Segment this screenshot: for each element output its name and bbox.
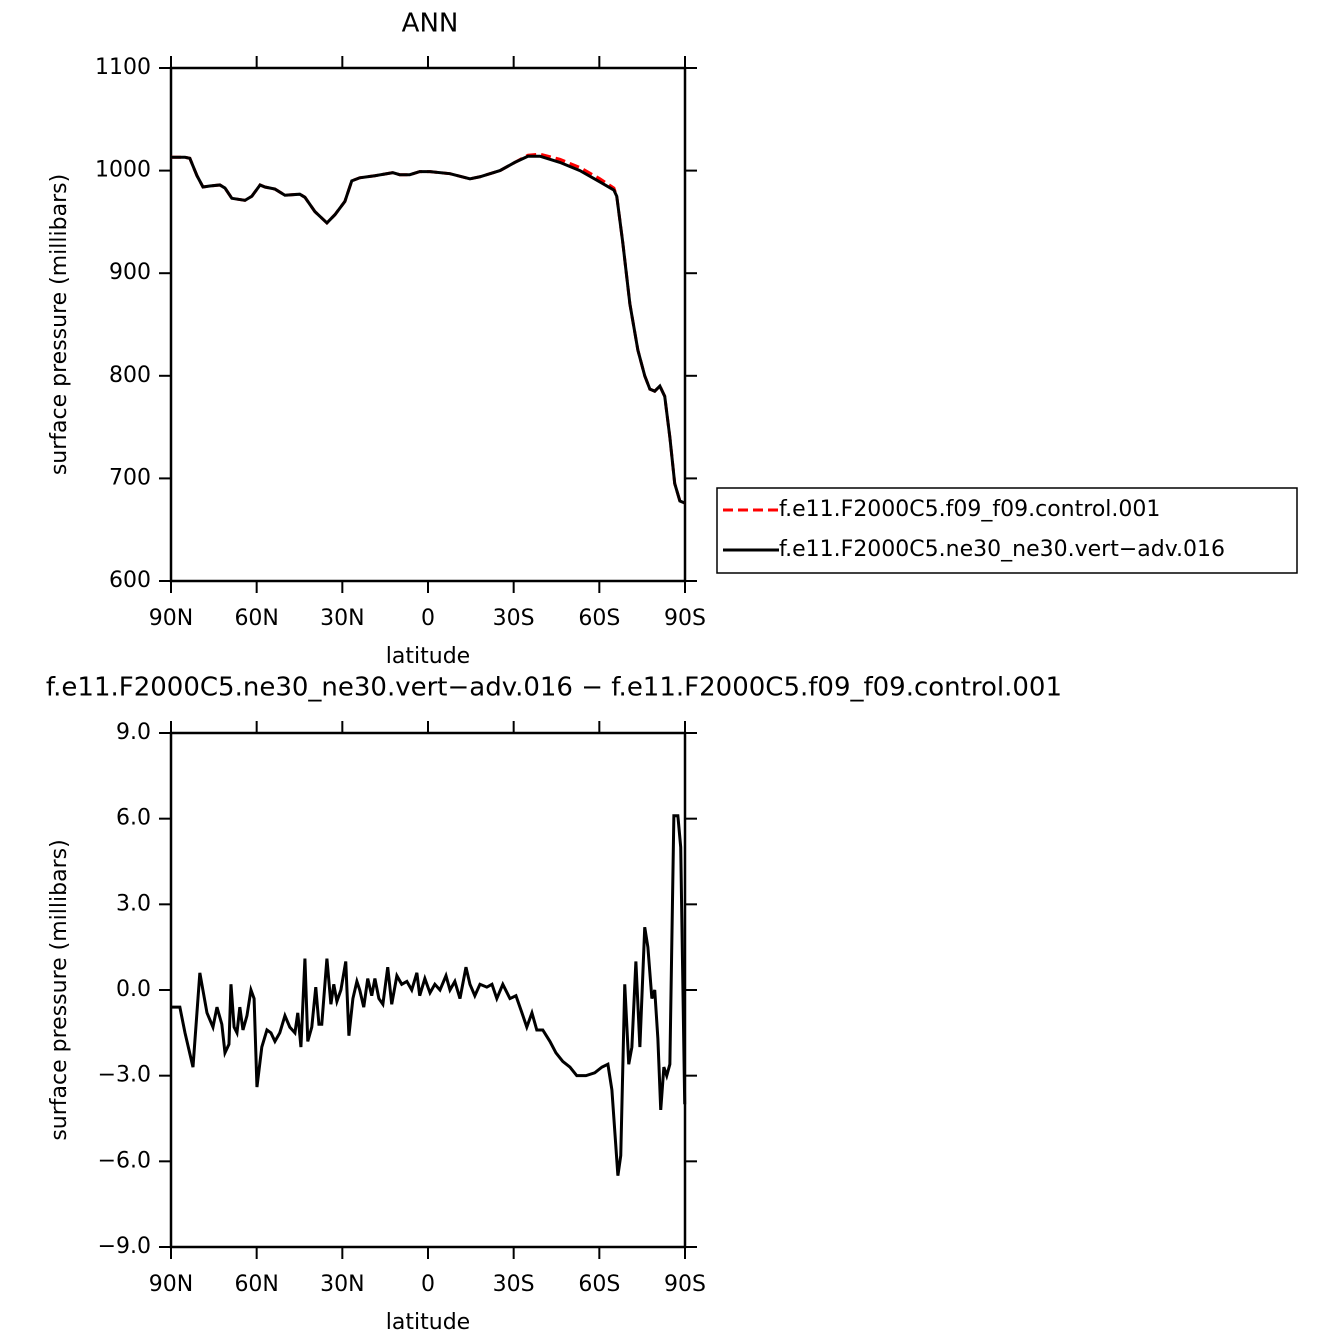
data-line [171,154,686,505]
data-line [171,814,687,1176]
y-axis-label: surface pressure (millibars) [47,839,72,1140]
y-tick-label: 0.0 [116,977,151,1002]
y-tick-label: 700 [109,465,151,490]
x-tick-label: 60N [234,1272,278,1297]
plot-frame [169,66,687,583]
x-tick-label: 30N [320,606,364,631]
y-tick-label: 600 [109,568,151,593]
y-tick-label: 6.0 [116,806,151,831]
x-tick-label: 90S [664,1272,706,1297]
x-axis-label: latitude [386,644,470,669]
y-tick-label: 3.0 [116,891,151,916]
y-tick-label: −3.0 [98,1063,151,1088]
y-axis-label: surface pressure (millibars) [47,174,72,475]
data-line [171,152,686,505]
y-tick-label: −9.0 [98,1234,151,1259]
y-tick-label: 9.0 [116,720,151,745]
y-tick-label: 800 [109,363,151,388]
chart-title: ANN [402,9,459,39]
legend-label: f.e11.F2000C5.f09_f09.control.001 [779,497,1160,522]
x-tick-label: 30S [493,1272,535,1297]
y-tick-label: −6.0 [98,1148,151,1173]
x-tick-label: 90N [149,606,193,631]
x-tick-label: 90N [149,1272,193,1297]
x-tick-label: 60S [578,1272,620,1297]
legend-label: f.e11.F2000C5.ne30_ne30.vert−adv.016 [779,537,1225,562]
x-tick-label: 90S [664,606,706,631]
y-tick-label: 1000 [95,158,151,183]
x-tick-label: 60N [234,606,278,631]
x-tick-label: 60S [578,606,620,631]
x-tick-label: 30N [320,1272,364,1297]
legend-box [716,487,1298,574]
x-axis-label: latitude [386,1310,470,1335]
chart-title: f.e11.F2000C5.ne30_ne30.vert−adv.016 − f… [46,673,1062,703]
x-tick-label: 30S [493,606,535,631]
x-tick-label: 0 [421,1272,435,1297]
x-tick-label: 0 [421,606,435,631]
y-tick-label: 900 [109,260,151,285]
y-tick-label: 1100 [95,55,151,80]
